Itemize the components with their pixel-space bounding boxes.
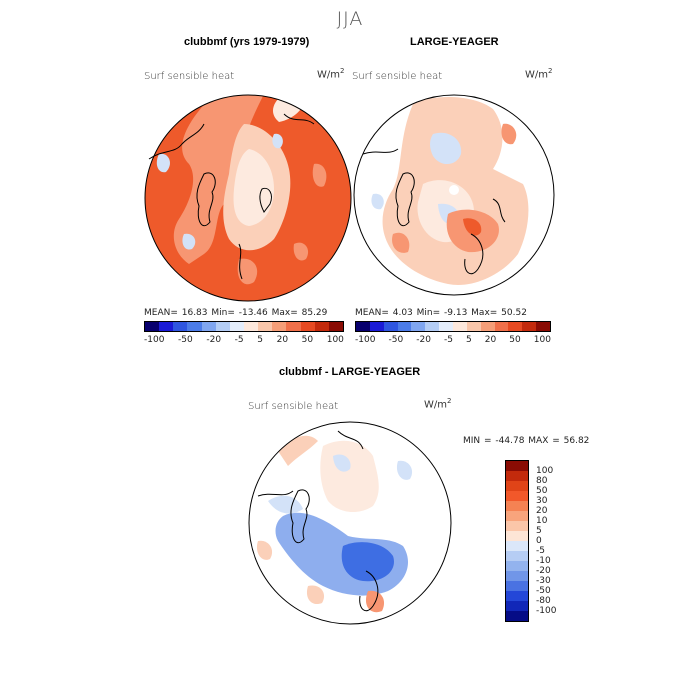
panel3-colorbar-tick-label: -30 — [536, 576, 551, 586]
panel3-colorbar-tick-label: 20 — [536, 506, 548, 516]
panel1-colorbar-tick-label: 5 — [257, 335, 263, 345]
panel2-colorbar-swatch — [397, 322, 412, 331]
panel3-colorbar-tick-label: 30 — [536, 496, 548, 506]
panel3-colorbar-swatch — [506, 501, 528, 511]
panel1-colorbar-tick-label: -50 — [178, 335, 193, 345]
panel3-colorbar-swatch — [506, 471, 528, 481]
panel1-field-label: Surf sensible heat — [144, 71, 235, 82]
panel2-colorbar-swatch — [494, 322, 509, 331]
panel3-colorbar-tick-label: 50 — [536, 486, 548, 496]
panel2-colorbar-tick-label: -50 — [388, 335, 404, 345]
panel1-colorbar-tick-label: 50 — [301, 335, 314, 345]
panel3-colorbar-tick-label: -100 — [536, 606, 557, 616]
panel3-colorbar-tick-label: 5 — [536, 526, 542, 536]
panel2-colorbar-swatch — [536, 322, 551, 331]
panel3-colorbar-swatch — [506, 561, 528, 571]
panel1-colorbar-swatch — [258, 322, 273, 331]
panel2-colorbar-tick-label: 100 — [533, 335, 551, 345]
panel1-colorbar-swatch — [286, 322, 301, 331]
panel2-colorbar-swatch — [383, 322, 398, 331]
panel3-colorbar-swatch — [506, 571, 528, 581]
panel2-title: LARGE-YEAGER — [410, 36, 499, 48]
panel1-colorbar-tick-label: 20 — [276, 335, 289, 345]
panel1-colorbar-tick-label: -100 — [144, 335, 165, 345]
panel1-colorbar-tick-label: -20 — [206, 335, 222, 345]
panel3-colorbar-tick-label: -80 — [536, 596, 551, 606]
panel2-colorbar-tick-label: -20 — [416, 335, 431, 345]
panel3-field-label: Surf sensible heat — [248, 401, 339, 412]
panel1-colorbar-swatch — [300, 322, 315, 331]
panel2-colorbar-tick-label: 5 — [466, 335, 472, 345]
panel3-colorbar-swatch — [506, 591, 528, 601]
panel3-colorbar-swatch — [506, 611, 528, 621]
panel2-colorbar-swatch — [439, 322, 454, 331]
panel2-stats: MEAN= 4.03 Min= -9.13 Max= 50.52 — [355, 308, 527, 318]
panel3-colorbar-tick-label: 10 — [536, 516, 548, 526]
panel1-colorbar-swatch — [201, 322, 216, 331]
panel3-colorbar-tick-label: 0 — [536, 536, 542, 546]
panel3-colorbar-swatch — [506, 531, 528, 541]
panel3-colorbar-swatch — [506, 601, 528, 611]
panel1-colorbar-swatch — [272, 322, 287, 331]
panel1-colorbar-swatch — [229, 322, 244, 331]
panel3-colorbar-swatch — [506, 521, 528, 531]
panel2-colorbar-swatch — [356, 322, 370, 331]
panel1-colorbar-swatch — [145, 322, 160, 331]
panel2-colorbar-swatch — [425, 322, 440, 331]
panel3-units: W/m2 — [424, 397, 452, 411]
panel3-colorbar: 100 80 50 30 20 10 5 0 -5 -10 -20 -30 -50 -80 -100 — [505, 460, 556, 622]
panel3-stats: MIN = -44.78 MAX = 56.82 — [463, 436, 590, 446]
panel1-colorbar-swatch — [314, 322, 329, 331]
panel3-colorbar-swatch — [506, 511, 528, 521]
panel1-title: clubbmf (yrs 1979-1979) — [184, 36, 310, 48]
panel2-colorbar-swatch — [522, 322, 537, 331]
panel1-units: W/m2 — [317, 67, 345, 81]
panel1-colorbar-swatch — [187, 322, 202, 331]
panel3-colorbar-tick-label: 80 — [536, 476, 548, 486]
panel2-field-label: Surf sensible heat — [352, 71, 443, 82]
panel2-colorbar-swatch — [508, 322, 523, 331]
panel2-colorbar: -100 -50 -20 -5 5 20 50 100 — [355, 321, 551, 345]
panel3-colorbar-tick-label: -50 — [536, 586, 551, 596]
panel1-colorbar-swatch — [159, 322, 174, 331]
figure-title: JJA — [336, 8, 364, 30]
panel2-units: W/m2 — [525, 67, 553, 81]
panel3-polar-map — [248, 421, 452, 625]
panel3-colorbar-swatch — [506, 581, 528, 591]
panel1-colorbar-swatch — [215, 322, 230, 331]
panel2-colorbar-tick-label: -100 — [355, 335, 376, 345]
panel3-colorbar-swatch — [506, 551, 528, 561]
panel2-colorbar-swatch — [369, 322, 384, 331]
panel1-polar-map — [144, 94, 352, 302]
panel1-colorbar-swatch — [173, 322, 188, 331]
panel3-colorbar-swatch — [506, 541, 528, 551]
panel3-colorbar-swatch — [506, 491, 528, 501]
panel3-colorbar-tick-label: -5 — [536, 546, 545, 556]
panel2-colorbar-tick-label: 50 — [509, 335, 521, 345]
panel1-colorbar-tick-label: 100 — [326, 335, 344, 345]
panel3-colorbar-tick-label: 100 — [536, 466, 554, 476]
panel2-polar-map — [353, 94, 555, 296]
panel1-colorbar-swatch — [243, 322, 259, 331]
panel3-colorbar-tick-label: -20 — [536, 566, 551, 576]
panel3-title: clubbmf - LARGE-YEAGER — [279, 366, 421, 378]
panel1-colorbar: -100 -50 -20 -5 5 20 50 100 — [144, 321, 344, 345]
panel2-colorbar-tick-label: -5 — [443, 335, 453, 345]
panel3-colorbar-swatch — [506, 461, 528, 471]
panel3-colorbar-swatch — [506, 481, 528, 491]
panel2-colorbar-swatch — [466, 322, 481, 331]
panel1-colorbar-swatch — [328, 322, 343, 331]
panel2-colorbar-swatch — [453, 322, 467, 331]
panel1-colorbar-tick-label: -5 — [234, 335, 244, 345]
panel1-stats: MEAN= 16.83 Min= -13.46 Max= 85.29 — [144, 308, 328, 318]
panel2-colorbar-swatch — [411, 322, 426, 331]
panel2-colorbar-swatch — [480, 322, 495, 331]
panel2-colorbar-tick-label: 20 — [484, 335, 497, 345]
panel3-colorbar-tick-label: -10 — [536, 556, 551, 566]
